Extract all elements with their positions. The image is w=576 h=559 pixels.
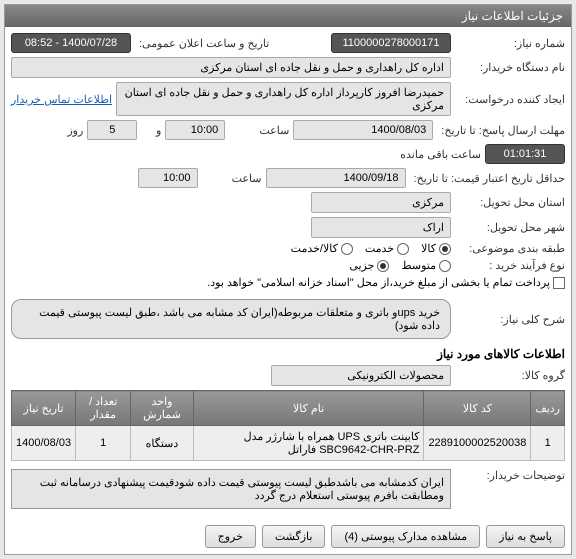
label-and: و <box>141 124 161 137</box>
label-requester: ایجاد کننده درخواست: <box>455 93 565 106</box>
panel-header: جزئیات اطلاعات نیاز <box>5 5 571 27</box>
checkbox-label-payment: پرداخت تمام یا بخشی از مبلغ خرید،از محل … <box>207 276 550 289</box>
table-body: 1 2289100002520038 کابینت باتری UPS همرا… <box>12 426 565 461</box>
cell-unit: دستگاه <box>131 426 193 461</box>
button-row: پاسخ به نیاز مشاهده مدارک پیوستی (4) باز… <box>5 519 571 554</box>
label-categorization: طبقه بندی موضوعی: <box>455 242 565 255</box>
purchase-type-radio-group: متوسط جزیی <box>349 259 451 272</box>
th-row-num: ردیف <box>531 391 565 426</box>
value-public-datetime: 1400/07/28 - 08:52 <box>11 33 131 53</box>
payment-checkbox[interactable]: پرداخت تمام یا بخشی از مبلغ خرید،از محل … <box>207 276 565 289</box>
exit-button[interactable]: خروج <box>205 525 256 548</box>
categorization-radio-group: کالا خدمت کالا/خدمت <box>291 242 451 255</box>
value-response-days: 5 <box>87 120 137 140</box>
goods-table: ردیف کد کالا نام کالا واحد شمارش تعداد /… <box>11 390 565 461</box>
back-button[interactable]: بازگشت <box>262 525 326 548</box>
radio-dot-service <box>397 243 409 255</box>
cell-name: کابینت باتری UPS همراه با شارژر مدل SBC9… <box>193 426 424 461</box>
label-need-number: شماره نیاز: <box>455 37 565 50</box>
value-requester: حمیدرضا افروز کارپرداز اداره کل راهداری … <box>116 82 451 116</box>
value-buyer-notes: ایران کدمشابه می باشدطبق لیست پیوستی قیم… <box>11 469 451 509</box>
radio-dot-minor <box>377 260 389 272</box>
value-remaining-time: 01:01:31 <box>485 144 565 164</box>
row-categorization: طبقه بندی موضوعی: کالا خدمت کالا/خدمت <box>11 242 565 255</box>
radio-label-medium: متوسط <box>401 259 436 272</box>
row-province: استان محل تحویل: مرکزی <box>11 192 565 213</box>
label-need-summary: شرح کلی نیاز: <box>455 313 565 326</box>
value-buyer-org: اداره کل راهداری و حمل و نقل جاده ای است… <box>11 57 451 78</box>
label-public-datetime: تاریخ و ساعت اعلان عمومی: <box>135 37 269 50</box>
row-response-deadline: مهلت ارسال پاسخ: تا تاریخ: 1400/08/03 سا… <box>11 120 565 164</box>
th-code: کد کالا <box>424 391 531 426</box>
label-city: شهر محل تحویل: <box>455 221 565 234</box>
cell-qty: 1 <box>76 426 131 461</box>
th-name: نام کالا <box>193 391 424 426</box>
label-hour-2: ساعت <box>202 172 262 185</box>
radio-service[interactable]: خدمت <box>365 242 409 255</box>
label-hour-1: ساعت <box>229 124 289 137</box>
checkbox-box-payment <box>553 277 565 289</box>
value-response-date: 1400/08/03 <box>293 120 433 140</box>
radio-label-service: خدمت <box>365 242 394 255</box>
row-need-number: شماره نیاز: 1100000278000171 تاریخ و ساع… <box>11 33 565 53</box>
contact-info-link[interactable]: اطلاعات تماس خریدار <box>11 93 112 106</box>
label-validity: حداقل تاریخ اعتبار قیمت: تا تاریخ: <box>410 172 565 185</box>
label-purchase-type: نوع فرآیند خرید : <box>455 259 565 272</box>
value-city: اراک <box>311 217 451 238</box>
row-requester: ایجاد کننده درخواست: حمیدرضا افروز کارپر… <box>11 82 565 116</box>
value-validity-date: 1400/09/18 <box>266 168 406 188</box>
panel-title: جزئیات اطلاعات نیاز <box>462 9 563 23</box>
attachments-button[interactable]: مشاهده مدارک پیوستی (4) <box>331 525 480 548</box>
radio-goods[interactable]: کالا <box>421 242 451 255</box>
value-response-hour: 10:00 <box>165 120 225 140</box>
radio-both[interactable]: کالا/خدمت <box>291 242 353 255</box>
radio-dot-goods <box>439 243 451 255</box>
table-head: ردیف کد کالا نام کالا واحد شمارش تعداد /… <box>12 391 565 426</box>
label-buyer-org: نام دستگاه خریدار: <box>455 61 565 74</box>
panel-body: شماره نیاز: 1100000278000171 تاریخ و ساع… <box>5 27 571 519</box>
table-row: 1 2289100002520038 کابینت باتری UPS همرا… <box>12 426 565 461</box>
label-buyer-notes: توضیحات خریدار: <box>455 469 565 482</box>
row-need-summary: شرح کلی نیاز: خرید upsو باتری و متعلقات … <box>11 299 565 339</box>
value-need-number: 1100000278000171 <box>331 33 451 53</box>
value-need-summary: خرید upsو باتری و متعلقات مربوطه(ایران ک… <box>11 299 451 339</box>
radio-dot-medium <box>439 260 451 272</box>
label-day: روز <box>53 124 83 137</box>
row-buyer-org: نام دستگاه خریدار: اداره کل راهداری و حم… <box>11 57 565 78</box>
value-validity-hour: 10:00 <box>138 168 198 188</box>
radio-minor[interactable]: جزیی <box>349 259 389 272</box>
label-province: استان محل تحویل: <box>455 196 565 209</box>
section-goods-info: اطلاعات کالاهای مورد نیاز <box>11 347 565 361</box>
radio-label-both: کالا/خدمت <box>291 242 338 255</box>
reply-button[interactable]: پاسخ به نیاز <box>486 525 565 548</box>
th-unit: واحد شمارش <box>131 391 193 426</box>
cell-code: 2289100002520038 <box>424 426 531 461</box>
radio-medium[interactable]: متوسط <box>401 259 451 272</box>
radio-label-goods: کالا <box>421 242 436 255</box>
radio-label-minor: جزیی <box>349 259 374 272</box>
row-validity: حداقل تاریخ اعتبار قیمت: تا تاریخ: 1400/… <box>11 168 565 188</box>
label-remaining: ساعت باقی مانده <box>400 148 481 161</box>
cell-date: 1400/08/03 <box>12 426 76 461</box>
row-goods-group: گروه کالا: محصولات الکترونیکی <box>11 365 565 386</box>
value-province: مرکزی <box>311 192 451 213</box>
th-date: تاریخ نیاز <box>12 391 76 426</box>
row-buyer-notes: توضیحات خریدار: ایران کدمشابه می باشدطبق… <box>11 469 565 509</box>
radio-dot-both <box>341 243 353 255</box>
details-panel: جزئیات اطلاعات نیاز شماره نیاز: 11000002… <box>4 4 572 555</box>
value-goods-group: محصولات الکترونیکی <box>271 365 451 386</box>
row-purchase-type: نوع فرآیند خرید : متوسط جزیی پرداخت تمام… <box>11 259 565 289</box>
th-qty: تعداد / مقدار <box>76 391 131 426</box>
cell-row-num: 1 <box>531 426 565 461</box>
row-city: شهر محل تحویل: اراک <box>11 217 565 238</box>
label-response-deadline: مهلت ارسال پاسخ: تا تاریخ: <box>437 124 565 137</box>
label-goods-group: گروه کالا: <box>455 369 565 382</box>
